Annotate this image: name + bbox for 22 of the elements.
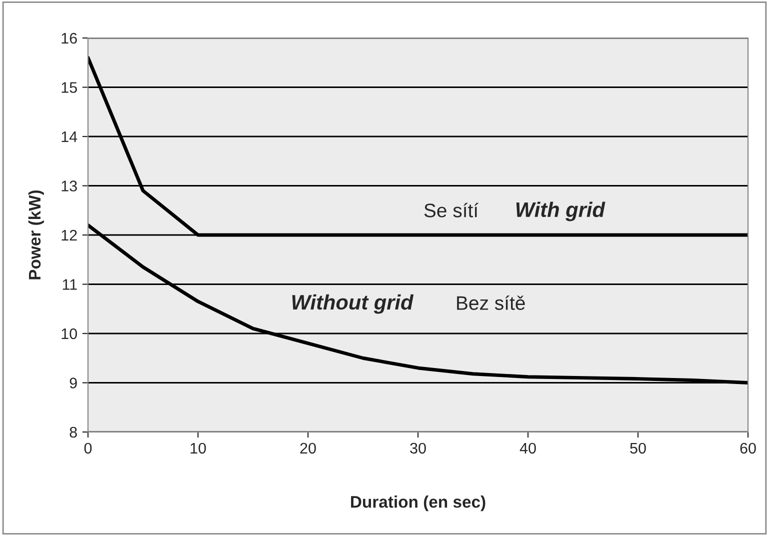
y-tick-label: 9: [70, 378, 77, 388]
x-tick-label: 10: [190, 442, 206, 454]
y-tick-label: 10: [62, 328, 77, 340]
y-axis-title: Power (kW): [28, 190, 44, 280]
x-tick-label: 30: [410, 442, 426, 454]
x-tick-label: 20: [300, 442, 316, 454]
x-axis-title: Duration (en sec): [351, 496, 486, 512]
y-tick-label: 13: [62, 180, 77, 192]
y-tick-label: 11: [62, 279, 77, 290]
x-tick-label: 50: [630, 442, 646, 454]
y-tick-label: 12: [62, 230, 77, 241]
y-tick-label: 14: [62, 132, 78, 142]
x-tick-label: 60: [740, 442, 756, 454]
x-tick-label: 0: [84, 442, 92, 454]
annotation: Without grid: [292, 294, 414, 314]
y-tick-label: 8: [70, 426, 77, 438]
annotation: Bez sítě: [457, 295, 525, 310]
annotation: Se sítí: [424, 202, 478, 218]
x-tick-label: 40: [520, 442, 536, 454]
y-tick-label: 15: [62, 82, 77, 93]
annotation: With grid: [516, 202, 606, 222]
y-tick-label: 16: [62, 32, 77, 44]
